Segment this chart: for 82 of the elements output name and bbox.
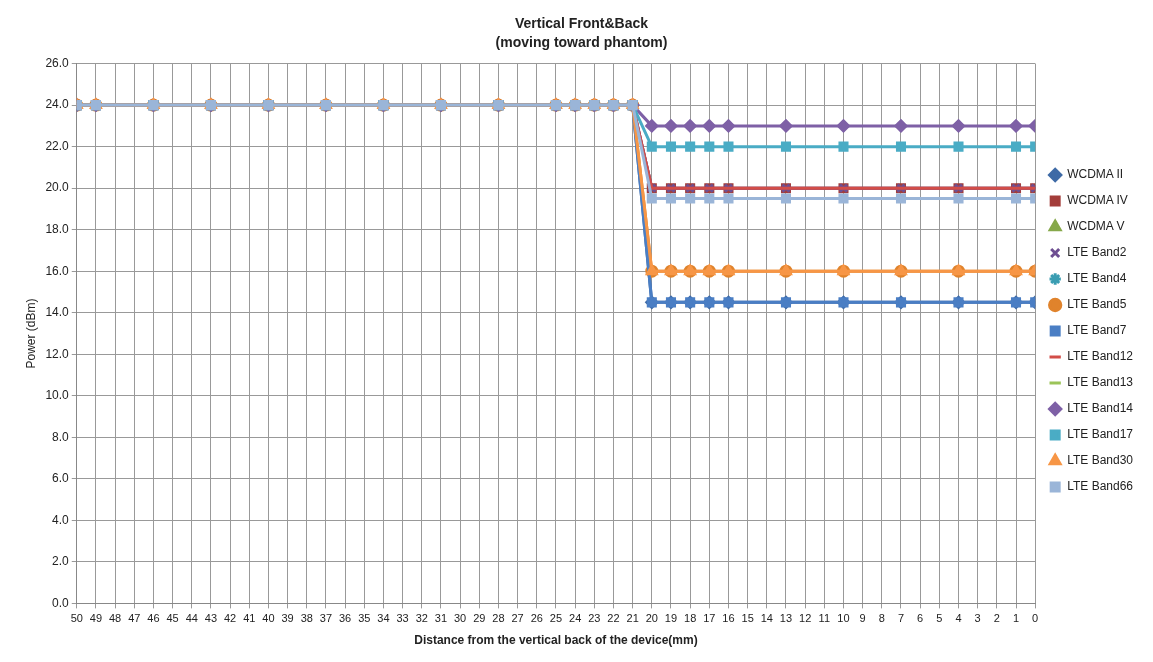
y-tick-label: 0.0 <box>52 595 70 610</box>
x-tick-label: 31 <box>434 612 448 625</box>
y-tick-label: 8.0 <box>52 429 70 444</box>
x-tick-label: 48 <box>108 612 122 625</box>
y-tick-label: 2.0 <box>52 554 70 569</box>
legend-label: LTE Band7 <box>1067 323 1127 338</box>
x-tick-label: 11 <box>818 612 831 625</box>
x-tick-label: 43 <box>204 612 218 625</box>
x-tick-label: 12 <box>799 612 812 625</box>
x-tick-label: 17 <box>703 612 716 625</box>
y-axis-title: Power (dBm) <box>23 298 38 369</box>
x-tick-label: 8 <box>878 612 885 625</box>
x-tick-label: 29 <box>473 612 486 625</box>
x-tick-label: 26 <box>530 612 543 625</box>
x-tick-label: 28 <box>492 612 505 625</box>
y-tick-label: 24.0 <box>45 97 70 112</box>
legend-label: LTE Band5 <box>1067 297 1127 312</box>
legend-label: WCDMA V <box>1067 219 1125 234</box>
y-tick-label: 26.0 <box>45 55 70 70</box>
x-tick-label: 21 <box>626 612 639 625</box>
x-tick-label: 18 <box>684 612 697 625</box>
x-tick-label: 4 <box>955 612 962 625</box>
legend-label: LTE Band30 <box>1067 453 1134 468</box>
legend-label: LTE Band14 <box>1067 401 1134 416</box>
y-tick-label: 16.0 <box>45 263 70 278</box>
x-tick-label: 49 <box>89 612 103 625</box>
x-tick-label: 20 <box>645 612 658 625</box>
x-tick-label: 39 <box>281 612 294 625</box>
chart-subtitle: (moving toward phantom) <box>495 34 668 51</box>
legend-label: WCDMA IV <box>1067 193 1128 208</box>
x-tick-label: 36 <box>338 612 352 625</box>
y-tick-label: 12.0 <box>45 346 70 361</box>
x-tick-label: 13 <box>779 612 793 625</box>
x-tick-label: 42 <box>223 612 237 625</box>
x-tick-label: 37 <box>319 612 333 625</box>
x-tick-label: 50 <box>70 612 83 625</box>
x-tick-label: 25 <box>549 612 563 625</box>
x-tick-label: 19 <box>664 612 678 625</box>
legend-label: LTE Band13 <box>1067 375 1134 390</box>
x-tick-label: 2 <box>993 612 1000 625</box>
x-tick-label: 6 <box>917 612 924 625</box>
x-tick-label: 40 <box>262 612 275 625</box>
x-tick-label: 3 <box>974 612 981 625</box>
chart-title: Vertical Front&Back <box>514 15 649 32</box>
y-tick-label: 14.0 <box>45 305 70 320</box>
x-tick-label: 38 <box>300 612 313 625</box>
x-tick-label: 45 <box>166 612 179 625</box>
x-tick-label: 47 <box>128 612 141 625</box>
x-tick-label: 16 <box>722 612 735 625</box>
x-tick-label: 5 <box>936 612 943 625</box>
x-tick-label: 9 <box>859 612 866 625</box>
y-tick-label: 10.0 <box>45 388 70 403</box>
legend-label: LTE Band4 <box>1067 271 1127 286</box>
x-tick-label: 32 <box>415 612 428 625</box>
x-tick-label: 15 <box>741 612 754 625</box>
y-tick-label: 6.0 <box>52 471 70 486</box>
x-tick-label: 46 <box>147 612 160 625</box>
x-tick-label: 7 <box>897 612 905 625</box>
x-tick-label: 35 <box>358 612 371 625</box>
x-tick-label: 34 <box>377 612 390 625</box>
x-tick-label: 30 <box>454 612 467 625</box>
x-tick-label: 27 <box>511 612 524 625</box>
legend-label: LTE Band17 <box>1067 427 1134 442</box>
y-tick-label: 4.0 <box>52 512 70 527</box>
x-tick-label: 10 <box>837 612 850 625</box>
x-tick-label: 44 <box>185 612 198 625</box>
legend-label: LTE Band2 <box>1067 245 1127 260</box>
y-tick-label: 22.0 <box>45 138 70 153</box>
x-tick-label: 14 <box>760 612 773 625</box>
x-tick-label: 0 <box>1032 612 1039 625</box>
legend-label: LTE Band12 <box>1067 349 1134 364</box>
x-tick-label: 23 <box>588 612 601 625</box>
x-tick-label: 1 <box>1012 612 1020 625</box>
x-tick-label: 41 <box>243 612 256 625</box>
legend-label: LTE Band66 <box>1067 479 1134 494</box>
legend-label: WCDMA II <box>1067 167 1124 182</box>
x-tick-label: 24 <box>569 612 582 625</box>
y-tick-label: 18.0 <box>45 222 70 236</box>
x-axis-title: Distance from the vertical back of the device(mm) <box>414 633 698 648</box>
x-tick-label: 33 <box>396 612 409 625</box>
y-tick-label: 20.0 <box>45 180 70 195</box>
x-tick-label: 22 <box>607 612 620 625</box>
